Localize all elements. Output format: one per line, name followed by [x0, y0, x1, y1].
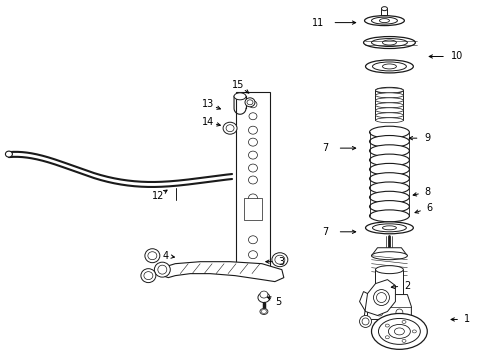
- Ellipse shape: [248, 236, 257, 244]
- Ellipse shape: [145, 249, 160, 263]
- Ellipse shape: [396, 309, 403, 316]
- Text: 10: 10: [451, 51, 464, 62]
- Ellipse shape: [379, 19, 390, 23]
- Ellipse shape: [362, 318, 369, 325]
- Ellipse shape: [365, 15, 404, 26]
- Ellipse shape: [245, 98, 255, 107]
- Ellipse shape: [372, 224, 406, 232]
- Ellipse shape: [376, 293, 387, 302]
- Ellipse shape: [366, 222, 414, 234]
- Text: 7: 7: [322, 227, 329, 237]
- Text: 2: 2: [404, 280, 411, 291]
- Ellipse shape: [375, 108, 403, 113]
- Ellipse shape: [382, 7, 388, 11]
- Ellipse shape: [383, 64, 396, 69]
- Ellipse shape: [248, 251, 257, 259]
- Ellipse shape: [248, 164, 257, 172]
- Ellipse shape: [369, 163, 409, 175]
- Text: 6: 6: [426, 203, 432, 213]
- Ellipse shape: [275, 255, 285, 264]
- Ellipse shape: [248, 194, 257, 202]
- Ellipse shape: [375, 113, 403, 118]
- Text: 1: 1: [464, 314, 470, 324]
- Ellipse shape: [248, 176, 257, 184]
- Ellipse shape: [389, 324, 410, 338]
- Bar: [375, 270, 403, 294]
- Ellipse shape: [375, 266, 403, 274]
- Ellipse shape: [371, 252, 407, 260]
- Ellipse shape: [141, 269, 156, 283]
- Ellipse shape: [360, 315, 371, 328]
- Ellipse shape: [385, 324, 390, 327]
- Ellipse shape: [402, 339, 406, 342]
- Ellipse shape: [369, 135, 409, 148]
- Ellipse shape: [369, 154, 409, 166]
- Polygon shape: [371, 248, 407, 256]
- Ellipse shape: [369, 210, 409, 222]
- Ellipse shape: [402, 320, 406, 323]
- Text: 11: 11: [312, 18, 324, 28]
- Text: 12: 12: [152, 191, 165, 201]
- Ellipse shape: [378, 319, 420, 345]
- Ellipse shape: [249, 113, 257, 120]
- Polygon shape: [360, 280, 395, 315]
- Ellipse shape: [375, 118, 403, 123]
- Ellipse shape: [375, 93, 403, 98]
- Ellipse shape: [375, 103, 403, 108]
- Text: 13: 13: [202, 99, 214, 109]
- Text: 4: 4: [162, 251, 169, 261]
- Ellipse shape: [373, 289, 390, 306]
- Ellipse shape: [375, 88, 403, 93]
- Ellipse shape: [148, 252, 157, 260]
- Ellipse shape: [258, 293, 270, 302]
- Ellipse shape: [371, 39, 407, 46]
- Ellipse shape: [369, 173, 409, 185]
- Ellipse shape: [260, 291, 268, 298]
- Bar: [236, 92, 270, 270]
- Ellipse shape: [260, 309, 268, 315]
- Text: 5: 5: [275, 297, 281, 306]
- Ellipse shape: [375, 87, 403, 93]
- Ellipse shape: [364, 37, 416, 49]
- Text: 9: 9: [424, 133, 430, 143]
- Ellipse shape: [154, 262, 171, 277]
- Ellipse shape: [369, 182, 409, 194]
- Ellipse shape: [234, 93, 246, 100]
- Ellipse shape: [366, 60, 414, 73]
- Ellipse shape: [262, 310, 267, 314]
- Text: 7: 7: [322, 143, 329, 153]
- Text: 15: 15: [232, 80, 244, 90]
- Ellipse shape: [248, 151, 257, 159]
- Ellipse shape: [369, 191, 409, 203]
- Ellipse shape: [248, 138, 257, 146]
- Ellipse shape: [5, 151, 12, 157]
- Ellipse shape: [375, 98, 403, 103]
- Ellipse shape: [158, 265, 167, 274]
- Bar: [244, 198, 262, 220]
- Ellipse shape: [247, 100, 253, 105]
- Ellipse shape: [249, 101, 257, 108]
- Ellipse shape: [383, 226, 396, 230]
- Ellipse shape: [226, 125, 234, 132]
- Polygon shape: [162, 262, 284, 282]
- Text: 14: 14: [202, 117, 214, 127]
- Ellipse shape: [369, 126, 409, 138]
- Ellipse shape: [369, 201, 409, 212]
- Ellipse shape: [371, 314, 427, 349]
- Polygon shape: [368, 294, 412, 319]
- Ellipse shape: [144, 272, 153, 280]
- Ellipse shape: [376, 309, 383, 316]
- Ellipse shape: [369, 145, 409, 157]
- Text: 8: 8: [424, 187, 430, 197]
- Text: 3: 3: [279, 257, 285, 267]
- Ellipse shape: [394, 328, 404, 335]
- Ellipse shape: [372, 62, 406, 71]
- Ellipse shape: [371, 17, 397, 24]
- Ellipse shape: [272, 253, 288, 267]
- Ellipse shape: [413, 330, 416, 333]
- Ellipse shape: [385, 336, 390, 339]
- Ellipse shape: [223, 122, 237, 134]
- Ellipse shape: [383, 40, 396, 45]
- Ellipse shape: [248, 126, 257, 134]
